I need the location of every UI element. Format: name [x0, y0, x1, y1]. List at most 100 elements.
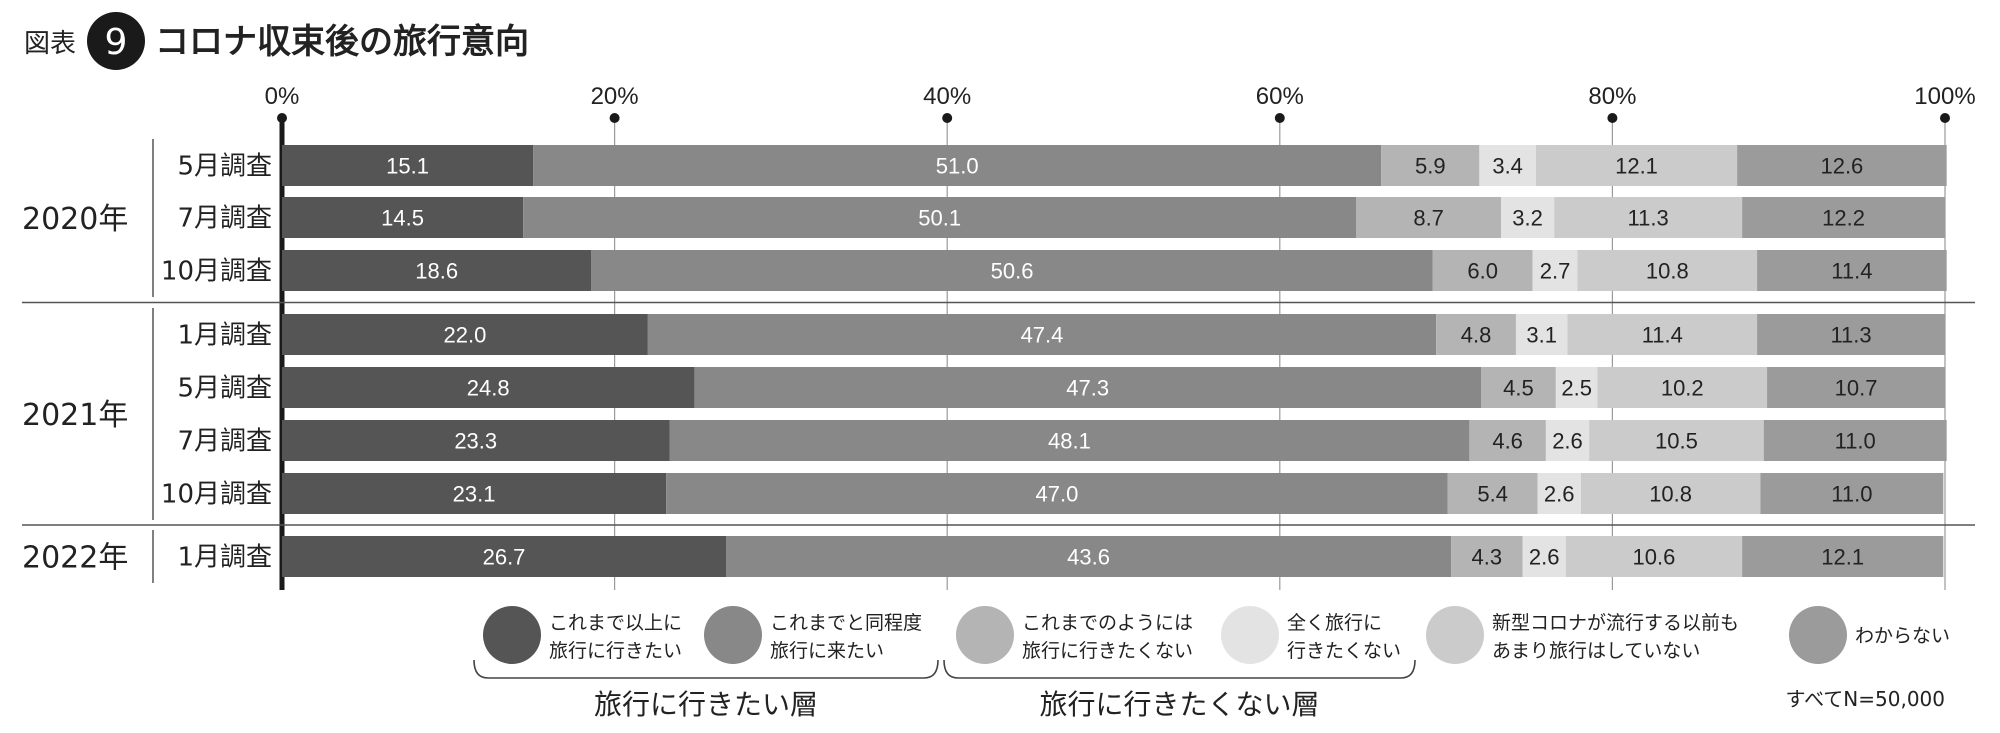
data-label: 47.0 — [1036, 482, 1079, 507]
data-label: 26.7 — [483, 545, 526, 570]
data-label: 5.9 — [1415, 154, 1446, 179]
data-label: 6.0 — [1467, 259, 1498, 284]
tick-marker — [1940, 113, 1950, 123]
x-tick-label: 40% — [923, 83, 971, 110]
bar-segment — [1577, 250, 1758, 291]
bar-segment — [282, 536, 727, 577]
row-label: 7月調査 — [177, 204, 272, 234]
bar-segment — [1580, 473, 1761, 514]
data-label: 23.1 — [453, 482, 496, 507]
data-label: 12.2 — [1822, 206, 1865, 231]
data-label: 11.4 — [1642, 323, 1683, 348]
data-label: 2.6 — [1544, 482, 1575, 507]
x-tick-label: 20% — [591, 83, 639, 110]
data-label: 10.8 — [1649, 482, 1692, 507]
bar-segment — [1479, 145, 1536, 186]
data-label: 10.7 — [1835, 376, 1878, 401]
data-label: 3.2 — [1512, 206, 1543, 231]
tick-marker — [1274, 113, 1285, 123]
legend-swatch — [483, 606, 541, 664]
legend-group-bracket — [943, 659, 1416, 679]
x-tick-label: 80% — [1588, 83, 1636, 110]
data-label: 4.6 — [1492, 429, 1523, 454]
figure-number: 9 — [105, 22, 128, 63]
bar-segment — [282, 367, 695, 408]
data-label: 47.3 — [1066, 376, 1109, 401]
year-label: 2020年 — [22, 202, 128, 237]
bar-segment — [1447, 473, 1538, 514]
data-label: 5.4 — [1477, 482, 1508, 507]
row-label: 5月調査 — [177, 374, 272, 404]
legend-swatch — [1789, 606, 1847, 664]
row-label: 1月調査 — [177, 321, 272, 351]
figure-number-badge — [87, 12, 145, 70]
bar-segment — [1515, 314, 1568, 355]
data-label: 22.0 — [444, 323, 487, 348]
bar-segment — [666, 473, 1448, 514]
row-label: 7月調査 — [177, 427, 272, 457]
data-label: 47.4 — [1021, 323, 1064, 348]
legend-label: これまで以上に — [549, 612, 682, 634]
bar-segment — [282, 197, 524, 238]
x-axis-ticks: 0% 20% 40% 60% 80% 100% — [265, 83, 1976, 123]
bars: 15.1 51.0 5.9 3.4 12.1 12.6 14.5 50.1 8.7 3.2 11.3… — [282, 145, 1947, 577]
bar-segment — [282, 145, 534, 186]
legend-label: 行きたくない — [1287, 640, 1401, 662]
bar-segment — [1757, 314, 1945, 355]
bar-segment — [591, 250, 1433, 291]
bar-segment — [1381, 145, 1480, 186]
bar-segment — [523, 197, 1357, 238]
data-label: 12.6 — [1820, 154, 1863, 179]
tick-marker — [609, 113, 620, 123]
data-label: 50.6 — [991, 259, 1034, 284]
bar-segment — [1742, 197, 1945, 238]
data-label: 2.6 — [1552, 429, 1583, 454]
row-labels: 5月調査 7月調査 10月調査 1月調査 5月調査 7月調査 10月調査 1月調査 2020年 2… — [22, 139, 1975, 583]
figure-label: 図表 — [24, 29, 76, 59]
legend-label: 旅行に行きたくない — [1022, 640, 1193, 662]
bar-segment — [1589, 420, 1764, 461]
data-label: 23.3 — [454, 429, 497, 454]
data-label: 8.7 — [1413, 206, 1444, 231]
bar-segment — [1500, 197, 1555, 238]
data-label: 11.3 — [1628, 206, 1669, 231]
legend-swatch — [704, 606, 762, 664]
bar-segment — [1537, 473, 1581, 514]
data-label: 3.1 — [1526, 323, 1557, 348]
bar-segment — [1545, 420, 1590, 461]
tick-marker — [942, 113, 953, 123]
legend-group-label: 旅行に行きたくない層 — [1039, 688, 1319, 721]
data-label: 14.5 — [381, 206, 424, 231]
bar-segment — [533, 145, 1382, 186]
figure-title: コロナ収束後の旅行意向 — [155, 22, 529, 62]
bar-segment — [1597, 367, 1768, 408]
bar-segment — [282, 420, 670, 461]
data-label: 4.8 — [1461, 323, 1492, 348]
bar-segment — [1451, 536, 1523, 577]
year-label: 2021年 — [22, 398, 128, 433]
data-label: 10.5 — [1655, 429, 1698, 454]
x-tick-label: 0% — [265, 83, 300, 110]
data-label: 50.1 — [918, 206, 961, 231]
bar-segment — [1742, 536, 1944, 577]
legend-label: わからない — [1855, 625, 1950, 647]
bar-segment — [694, 367, 1482, 408]
bar-segment — [1555, 367, 1598, 408]
data-label: 43.6 — [1067, 545, 1110, 570]
legend-group-label: 旅行に行きたい層 — [594, 688, 818, 721]
data-label: 4.5 — [1503, 376, 1534, 401]
year-label: 2022年 — [22, 541, 128, 576]
sample-size-note: すべてN=50,000 — [1786, 687, 1946, 711]
data-label: 11.3 — [1830, 323, 1871, 348]
bar-segment — [1757, 250, 1947, 291]
bar-segment — [647, 314, 1437, 355]
data-label: 11.4 — [1831, 259, 1872, 284]
legend-swatch — [1221, 606, 1279, 664]
bar-segment — [1760, 473, 1944, 514]
data-label: 2.7 — [1540, 259, 1571, 284]
bar-segment — [1763, 420, 1947, 461]
data-label: 10.6 — [1633, 545, 1676, 570]
legend-label: これまでと同程度 — [770, 612, 922, 634]
